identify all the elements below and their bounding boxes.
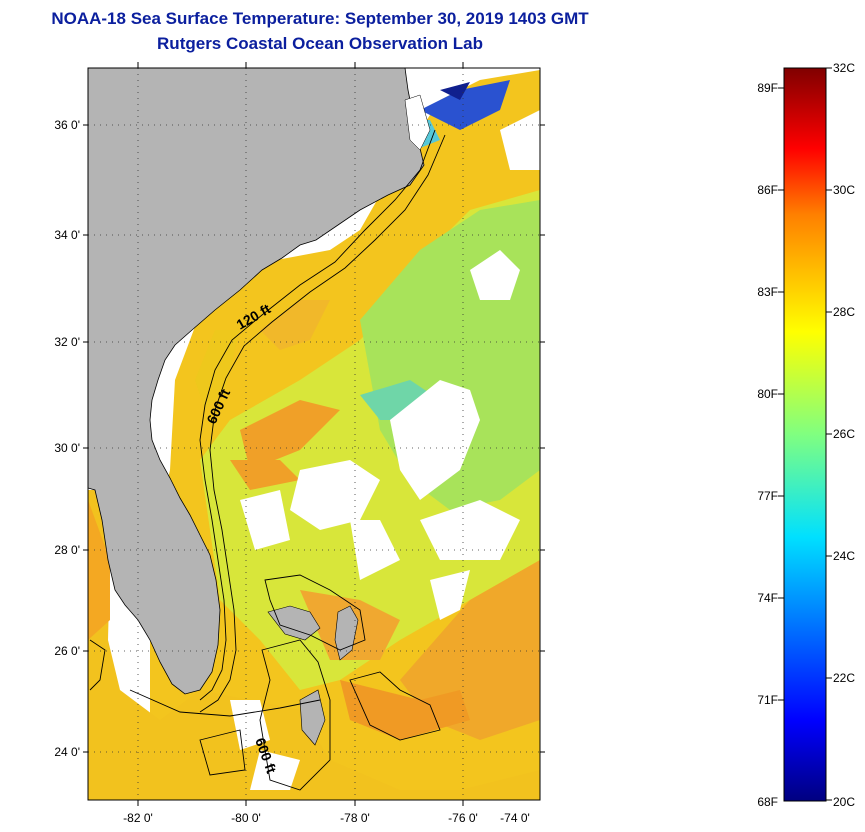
cloud-cover [230,110,540,790]
lon-label-78: -78 0' [340,811,370,825]
graticule [88,68,540,800]
frame-ticks [83,62,545,806]
lon-label-82: -82 0' [123,811,153,825]
colorbar-label-68f: 68F [757,795,778,809]
lon-label-74: -74 0' [500,811,530,825]
colorbar-gradient [783,67,827,802]
lat-label-34: 34 0' [54,228,80,242]
lat-label-30: 30 0' [54,441,80,455]
colorbar-label-28c: 28C [833,305,855,319]
colorbar-label-80f: 80F [757,387,778,401]
colorbar-label-77f: 77F [757,489,778,503]
lat-label-32: 32 0' [54,335,80,349]
colorbar-label-83f: 83F [757,285,778,299]
map-subtitle: Rutgers Coastal Ocean Observation Lab [157,34,483,53]
colorbar-label-24c: 24C [833,549,855,563]
colorbar-label-74f: 74F [757,591,778,605]
colorbar-label-20c: 20C [833,795,855,809]
colorbar-label-32c: 32C [833,61,855,75]
us-landmass [88,68,425,695]
lat-label-26: 26 0' [54,644,80,658]
map-area: 120 ft 600 ft 600 ft [88,68,540,800]
lat-label-28: 28 0' [54,543,80,557]
map-frame [87,67,541,801]
colorbar-label-71f: 71F [757,693,778,707]
colorbar: 89F 86F 83F 80F 77F 74F 71F 68F 32C 30C … [757,61,855,809]
colorbar-label-89f: 89F [757,81,778,95]
lat-label-36: 36 0' [54,118,80,132]
lon-label-80: -80 0' [231,811,261,825]
bathymetry-contours [89,129,446,791]
lat-label-24: 24 0' [54,745,80,759]
colorbar-label-86f: 86F [757,183,778,197]
colorbar-label-26c: 26C [833,427,855,441]
lon-label-76: -76 0' [448,811,478,825]
map-title: NOAA-18 Sea Surface Temperature: Septemb… [51,9,589,28]
colorbar-label-22c: 22C [833,671,855,685]
colorbar-label-30c: 30C [833,183,855,197]
